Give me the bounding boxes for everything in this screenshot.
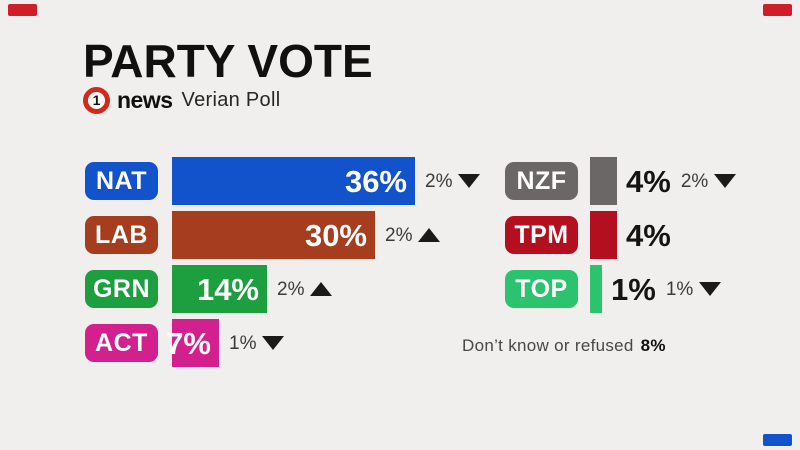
party-label: TPM (505, 216, 578, 254)
trend-down-icon (714, 174, 737, 188)
party-row-grn: GRN 14% 2% (85, 265, 480, 313)
party-row-tpm: TPM 4% (505, 211, 736, 259)
trend-down-icon (699, 282, 722, 296)
party-label: NAT (85, 162, 158, 200)
party-bar: 14% (172, 265, 267, 313)
logo-brand-text: news (117, 86, 173, 113)
footnote-label: Don’t know or refused (462, 336, 634, 355)
party-bar (590, 211, 617, 259)
party-row-top: TOP 1% 1% (505, 265, 736, 313)
party-row-nzf: NZF 4% 2% (505, 157, 737, 205)
party-column-left: NAT 36% 2% LAB 30% 2% GRN 14% 2% ACT 7% 1% (85, 157, 481, 373)
party-row-nat: NAT 36% 2% (85, 157, 481, 205)
footnote-value: 8% (640, 336, 666, 355)
onenews-verian-logo: 1 news Verian Poll (83, 86, 280, 114)
party-value: 30% (304, 217, 367, 253)
corner-tab-bottom-right (763, 434, 792, 446)
party-value: 7% (166, 325, 211, 361)
party-value: 14% (196, 271, 259, 307)
party-value: 4% (626, 163, 671, 199)
party-label: NZF (505, 162, 578, 200)
corner-tab-top-right (763, 4, 792, 16)
change-value: 1% (665, 278, 694, 300)
party-value: 1% (611, 271, 656, 307)
trend-down-icon (262, 336, 285, 350)
trend-up-icon (418, 228, 441, 242)
party-value: 36% (344, 163, 407, 199)
change-value: 1% (229, 332, 257, 354)
change-value: 2% (385, 224, 413, 246)
party-value: 4% (626, 217, 671, 253)
change-indicator: 1% (665, 278, 722, 300)
trend-up-icon (310, 282, 333, 296)
change-value: 2% (277, 278, 305, 300)
change-indicator: 2% (425, 170, 481, 192)
party-row-lab: LAB 30% 2% (85, 211, 480, 259)
logo-subtitle: Verian Poll (181, 89, 281, 111)
change-value: 2% (680, 170, 709, 192)
party-row-act: ACT 7% 1% (85, 319, 480, 367)
party-label: GRN (85, 270, 158, 308)
logo-number: 1 (92, 92, 101, 108)
trend-down-icon (458, 174, 481, 188)
change-indicator: 2% (385, 224, 441, 246)
change-indicator: 1% (229, 332, 285, 354)
party-bar: 7% (166, 319, 219, 367)
party-bar (590, 157, 617, 205)
party-column-right: NZF 4% 2% TPM 4% TOP 1% 1% (505, 157, 737, 319)
party-label: TOP (505, 270, 578, 308)
party-label: LAB (85, 216, 158, 254)
party-bar (590, 265, 602, 313)
party-bar: 36% (172, 157, 415, 205)
onenews-logo-icon: 1 (83, 86, 110, 114)
dont-know-footnote: Don’t know or refused 8% (462, 336, 666, 356)
change-indicator: 2% (277, 278, 333, 300)
corner-tab-top-left (8, 4, 37, 16)
page-title: PARTY VOTE (83, 35, 373, 87)
party-label: ACT (85, 324, 158, 362)
change-indicator: 2% (680, 170, 737, 192)
party-bar: 30% (172, 211, 375, 259)
change-value: 2% (425, 170, 453, 192)
